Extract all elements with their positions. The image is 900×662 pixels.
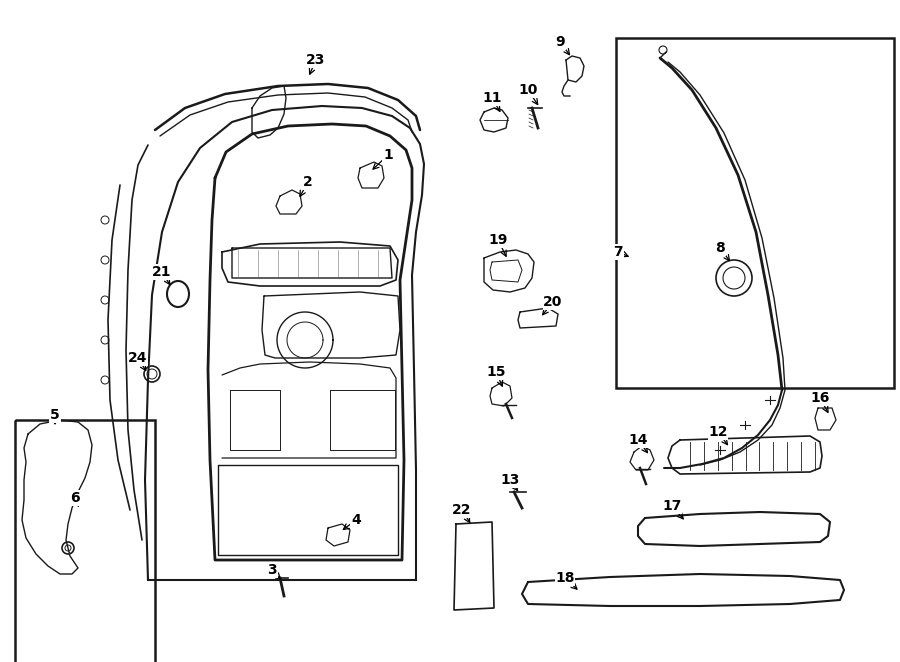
Text: 12: 12 bbox=[708, 425, 728, 439]
Text: 8: 8 bbox=[716, 241, 724, 255]
Text: 15: 15 bbox=[486, 365, 506, 379]
Text: 5: 5 bbox=[50, 408, 60, 422]
Text: 4: 4 bbox=[351, 513, 361, 527]
Text: 17: 17 bbox=[662, 499, 681, 513]
Text: 7: 7 bbox=[613, 245, 623, 259]
Text: 22: 22 bbox=[452, 503, 472, 517]
Bar bbox=[15, 420, 155, 662]
Text: 23: 23 bbox=[306, 53, 326, 67]
Text: 10: 10 bbox=[518, 83, 537, 97]
Text: 24: 24 bbox=[128, 351, 148, 365]
Text: 18: 18 bbox=[555, 571, 575, 585]
Text: 11: 11 bbox=[482, 91, 502, 105]
Text: 19: 19 bbox=[489, 233, 508, 247]
Text: 14: 14 bbox=[628, 433, 648, 447]
Text: 2: 2 bbox=[303, 175, 313, 189]
Text: 13: 13 bbox=[500, 473, 519, 487]
Text: 9: 9 bbox=[555, 35, 565, 49]
Bar bbox=[616, 38, 894, 388]
Text: 21: 21 bbox=[152, 265, 172, 279]
Text: 1: 1 bbox=[383, 148, 393, 162]
Text: 3: 3 bbox=[267, 563, 277, 577]
Text: 16: 16 bbox=[810, 391, 830, 405]
Text: 20: 20 bbox=[544, 295, 562, 309]
Text: 6: 6 bbox=[70, 491, 80, 505]
